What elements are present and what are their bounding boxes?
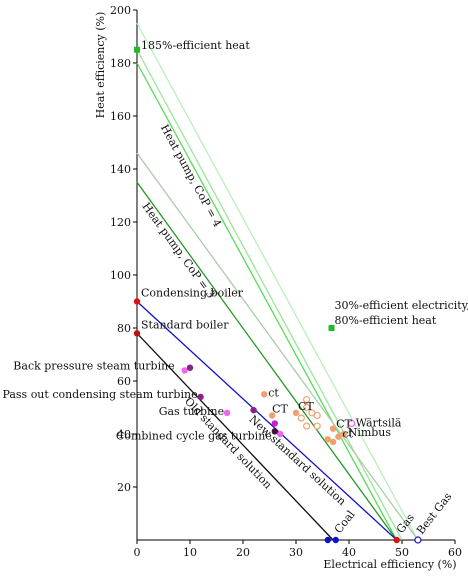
x-tick-label: 20 <box>236 546 250 559</box>
point-label: CT <box>298 400 314 413</box>
point-label: Gas turbine <box>159 405 224 418</box>
point-label: Nimbus <box>348 426 392 439</box>
data-point <box>313 422 321 430</box>
data-point <box>268 412 276 419</box>
data-point <box>271 428 278 435</box>
line-label: Heat pump, CoP = 4 <box>158 122 224 229</box>
series-line <box>136 62 398 541</box>
point-label: 185%-efficient heat <box>141 39 250 52</box>
y-tick-label: 80 <box>117 322 131 335</box>
series-line <box>136 332 334 541</box>
data-point <box>324 536 331 544</box>
point-label: CT <box>272 402 288 415</box>
x-tick-label: 60 <box>448 546 462 559</box>
x-tick-label: 50 <box>395 546 409 559</box>
data-point <box>181 367 188 374</box>
series-line <box>136 22 419 541</box>
point-label-line: 80%-efficient heat <box>335 314 437 327</box>
y-tick-label: 120 <box>110 216 131 229</box>
y-tick-label: 140 <box>110 163 131 176</box>
point-label: Back pressure steam turbine <box>13 359 174 372</box>
data-point <box>250 406 257 414</box>
data-point <box>303 422 311 430</box>
point-label: Best Gas <box>414 490 455 537</box>
data-point <box>303 395 311 404</box>
x-tick-label: 0 <box>134 546 141 559</box>
data-point <box>393 536 400 544</box>
series-line <box>136 301 398 541</box>
y-tick-label: 20 <box>117 481 131 494</box>
point-label-line: 30%-efficient electricity, <box>335 299 468 312</box>
y-tick-label: 40 <box>117 428 131 441</box>
point-label: Wärtsilä <box>356 416 402 429</box>
x-tick-label: 10 <box>183 546 197 559</box>
y-tick-label: 200 <box>110 4 131 17</box>
data-point <box>329 425 337 432</box>
data-point <box>186 364 194 371</box>
data-point <box>197 393 204 401</box>
data-point <box>276 430 284 438</box>
series-line <box>136 152 419 541</box>
data-point <box>134 46 140 53</box>
point-label: Combined cycle gas turbine <box>116 429 272 442</box>
data-point <box>261 391 268 398</box>
y-tick-label: 60 <box>117 375 131 388</box>
data-point <box>133 330 141 337</box>
point-label: Coal <box>332 508 358 536</box>
data-point <box>313 411 321 420</box>
data-point <box>414 536 422 544</box>
data-point <box>329 438 337 446</box>
data-point <box>292 409 300 416</box>
data-point <box>297 414 305 422</box>
point-label: Standard boiler <box>141 318 229 331</box>
data-point <box>332 536 339 544</box>
point-label: 30%-efficient electricity, 80%-efficient … <box>335 299 468 327</box>
data-point <box>223 409 231 416</box>
data-point <box>303 403 311 412</box>
point-label: ct <box>268 386 279 399</box>
data-point <box>133 298 141 305</box>
series-line <box>136 181 398 541</box>
data-point <box>271 420 278 427</box>
point-label: ct <box>342 428 353 441</box>
point-label: CT <box>336 418 352 431</box>
point-label: Pass out condensing steam turbine <box>2 388 197 401</box>
data-point <box>335 433 342 440</box>
y-tick-label: 180 <box>110 57 131 70</box>
y-tick-label: 160 <box>110 110 131 123</box>
data-point <box>348 419 356 427</box>
x-tick-label: 40 <box>342 546 356 559</box>
x-tick-label: 30 <box>289 546 303 559</box>
y-axis-title: Heat efficiency (%) <box>94 12 107 119</box>
data-point <box>324 436 331 443</box>
data-point <box>340 430 347 438</box>
data-point <box>328 325 335 331</box>
y-tick-label: 100 <box>110 269 131 282</box>
point-label: Condensing boiler <box>141 287 244 300</box>
x-axis-title: Electrical efficiency (%) <box>323 558 456 571</box>
